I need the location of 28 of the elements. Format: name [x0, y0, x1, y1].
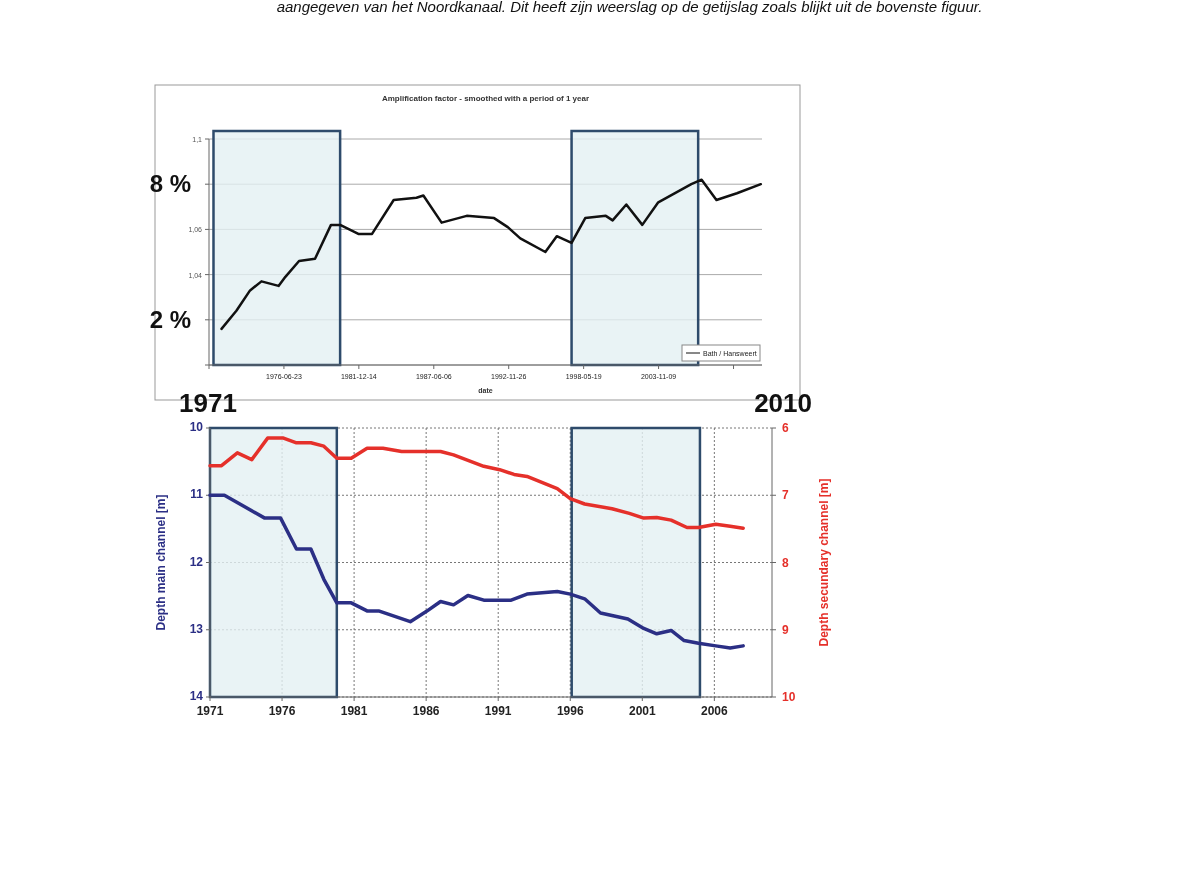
x-tick-label: 1981: [340, 704, 368, 718]
text: 8 %: [149, 170, 191, 198]
line-series: [208, 436, 745, 530]
text: aangegeven van het Noordkanaal. Dit heeft zijn weerslag op de getijslag zoals blijkt uit de bovenste figuur.: [276, 0, 983, 15]
line-series: [208, 493, 745, 650]
x-tick-label: 1991: [484, 704, 512, 718]
text: 2 %: [149, 305, 191, 333]
y2-tick-label: 8: [782, 555, 789, 570]
line-series: [220, 178, 763, 331]
y-tick-label: 13: [189, 621, 204, 636]
x-tick-label: 1971: [196, 704, 224, 718]
y-tick-label: 14: [189, 689, 204, 703]
y-axis-title: Depth main channel [m]: [154, 494, 168, 631]
text: 2010: [754, 388, 812, 418]
x-tick-label: 2001: [628, 704, 656, 718]
y2-axis-title: Depth secundary channel [m]: [817, 478, 831, 647]
x-tick-label: 1996: [556, 704, 584, 718]
y-tick-label: 11: [190, 487, 204, 502]
y2-tick-label: 10: [782, 690, 796, 704]
x-tick-label: 1976: [268, 704, 296, 718]
x-tick-label: 1986: [412, 704, 440, 718]
x-tick-label: 2006: [701, 704, 729, 718]
y2-tick-label: 9: [782, 622, 789, 637]
y-tick-label: 10: [189, 420, 204, 434]
y-tick-label: 12: [189, 554, 204, 569]
y2-tick-label: 7: [782, 488, 789, 503]
chart-title: Amplification factor - smoothed with a period of 1 year: [381, 94, 590, 103]
y2-tick-label: 6: [782, 421, 789, 435]
